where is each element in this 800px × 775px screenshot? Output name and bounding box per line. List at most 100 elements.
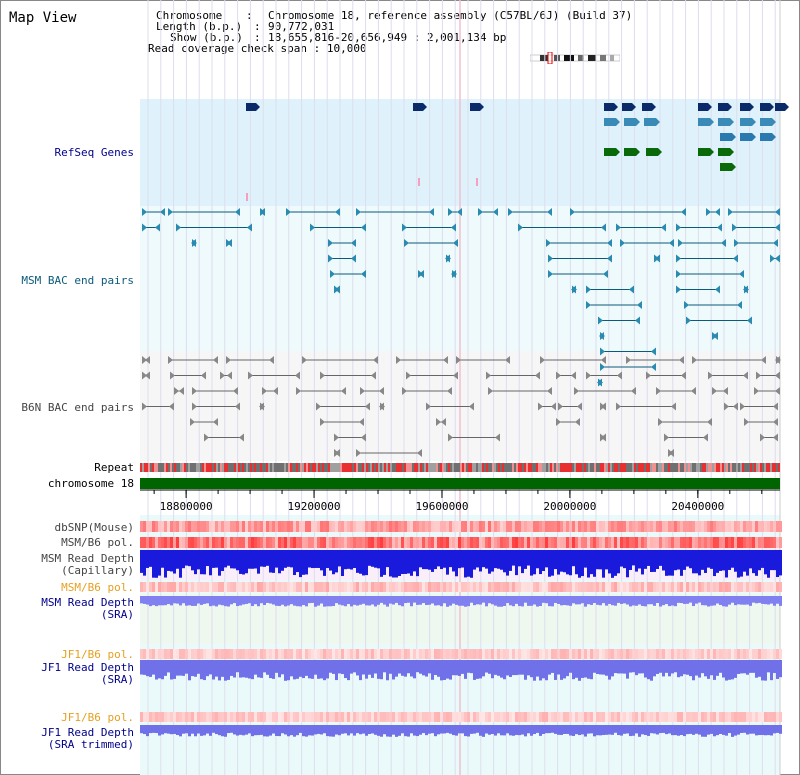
- repeat-block: [314, 463, 316, 472]
- repeat-label[interactable]: Repeat: [94, 461, 134, 474]
- b6n-bac-end-pairs-label[interactable]: B6N BAC end pairs: [21, 401, 134, 414]
- heat-cell: [665, 649, 668, 659]
- heat-cell: [683, 712, 686, 722]
- repeat-block: [202, 463, 204, 472]
- heat-cell: [299, 537, 302, 548]
- heat-cell: [770, 649, 773, 659]
- repeat-block: [222, 463, 224, 472]
- heat-cell: [479, 537, 482, 548]
- repeat-block: [210, 463, 212, 472]
- msm-bac-end-pairs-label[interactable]: MSM BAC end pairs: [21, 274, 134, 287]
- chromosome-ideogram[interactable]: [530, 52, 620, 64]
- jf1-read-depth-trim-label[interactable]: JF1 Read Depth: [41, 726, 134, 739]
- refseq-genes-label[interactable]: RefSeq Genes: [54, 146, 134, 159]
- depth-bar: [590, 550, 593, 575]
- heat-cell: [251, 537, 254, 548]
- msm-b6-pol-label-2[interactable]: MSM/B6 pol.: [61, 581, 134, 594]
- dbsnp-mouse-label[interactable]: dbSNP(Mouse): [54, 521, 134, 534]
- depth-bar: [713, 550, 716, 577]
- chromosome-18-label[interactable]: chromosome 18: [47, 477, 134, 490]
- heat-cell: [632, 537, 635, 548]
- depth-bar: [545, 660, 548, 681]
- repeat-block: [182, 463, 184, 472]
- jf1-read-depth-sra-label[interactable]: JF1 Read Depth: [41, 661, 134, 674]
- heat-cell: [617, 649, 620, 659]
- heat-cell: [380, 712, 383, 722]
- depth-bar: [389, 660, 392, 674]
- depth-bar: [749, 550, 752, 569]
- depth-bar: [266, 660, 269, 675]
- heat-cell: [371, 649, 374, 659]
- heat-cell: [752, 649, 755, 659]
- msm-read-depth-sra-label[interactable]: MSM Read Depth: [41, 596, 134, 609]
- depth-bar: [557, 660, 560, 675]
- depth-bar: [509, 596, 512, 606]
- heat-cell: [290, 582, 293, 592]
- depth-bar: [641, 660, 644, 674]
- depth-bar: [695, 725, 698, 734]
- depth-bar: [569, 660, 572, 673]
- bac-end-marker: [556, 371, 561, 380]
- heat-cell: [299, 712, 302, 722]
- depth-bar: [317, 550, 320, 568]
- heat-cell: [551, 521, 554, 532]
- bac-end-marker: [715, 285, 720, 294]
- heat-cell: [431, 521, 434, 532]
- heat-cell: [497, 537, 500, 548]
- depth-bar: [524, 550, 527, 569]
- heat-cell: [455, 537, 458, 548]
- heat-cell: [656, 582, 659, 592]
- depth-bar: [386, 660, 389, 681]
- repeat-block: [590, 463, 592, 472]
- depth-bar: [632, 550, 635, 566]
- bac-end-marker: [361, 223, 366, 232]
- repeat-block: [260, 463, 262, 472]
- depth-bar: [410, 660, 413, 677]
- depth-bar: [722, 550, 725, 571]
- depth-bar: [254, 550, 257, 569]
- repeat-block: [448, 463, 450, 472]
- heat-cell: [566, 649, 569, 659]
- depth-bar: [191, 725, 194, 734]
- depth-bar: [530, 725, 533, 736]
- heat-cell: [356, 712, 359, 722]
- heat-cell: [317, 582, 320, 592]
- heat-cell: [773, 712, 776, 722]
- depth-bar: [473, 660, 476, 680]
- heat-cell: [629, 537, 632, 548]
- depth-bar: [758, 660, 761, 677]
- repeat-block: [304, 463, 306, 472]
- bac-end-marker: [426, 402, 431, 411]
- repeat-block: [180, 463, 182, 472]
- heat-cell: [617, 582, 620, 592]
- depth-bar: [305, 660, 308, 676]
- jf1-b6-pol-label-1[interactable]: JF1/B6 pol.: [61, 648, 134, 661]
- heat-cell: [389, 521, 392, 532]
- repeat-block: [568, 463, 570, 472]
- heat-cell: [581, 521, 584, 532]
- repeat-block: [308, 463, 310, 472]
- jf1-b6-pol-label-2[interactable]: JF1/B6 pol.: [61, 711, 134, 724]
- heat-cell: [647, 649, 650, 659]
- heat-cell: [368, 537, 371, 548]
- repeat-block: [524, 463, 526, 472]
- heat-cell: [761, 537, 764, 548]
- depth-bar: [221, 596, 224, 606]
- depth-bar: [686, 725, 689, 735]
- depth-bar: [539, 550, 542, 575]
- depth-bar: [644, 596, 647, 607]
- heat-cell: [758, 521, 761, 532]
- repeat-block: [774, 463, 776, 472]
- depth-bar: [515, 550, 518, 576]
- depth-bar: [398, 596, 401, 606]
- depth-bar: [530, 596, 533, 606]
- msm-read-depth-capillary-label[interactable]: MSM Read Depth: [41, 552, 134, 565]
- depth-bar: [320, 596, 323, 604]
- bac-end-marker: [192, 402, 197, 411]
- msm-b6-pol-label-1[interactable]: MSM/B6 pol.: [61, 536, 134, 549]
- bac-end-marker: [743, 371, 748, 380]
- repeat-block: [354, 463, 356, 472]
- heat-cell: [536, 537, 539, 548]
- heat-cell: [755, 582, 758, 592]
